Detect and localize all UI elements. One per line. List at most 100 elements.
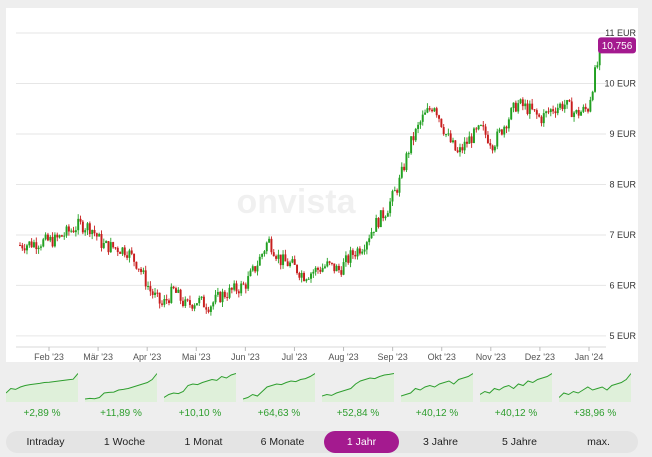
candle — [228, 284, 231, 300]
candle — [19, 242, 21, 247]
period-mini-chart[interactable]: +64,63 % — [243, 368, 315, 424]
candle — [552, 105, 555, 115]
candle — [547, 107, 550, 115]
tab-5-jahre[interactable]: 5 Jahre — [501, 436, 538, 448]
sparkline-area — [559, 373, 631, 402]
tab-3-jahre[interactable]: 3 Jahre — [422, 436, 459, 448]
candle — [384, 215, 387, 221]
candle — [370, 227, 373, 239]
candle — [337, 263, 340, 273]
sparkline — [401, 373, 473, 402]
candle — [186, 298, 189, 302]
candle — [472, 127, 475, 144]
period-mini-chart[interactable]: +2,89 % — [6, 368, 78, 424]
candle — [235, 280, 238, 295]
sparkline — [243, 373, 315, 402]
performance-label: +11,89 % — [100, 408, 142, 419]
period-mini-chart[interactable]: +52,84 % — [322, 368, 394, 424]
candle — [584, 103, 587, 112]
candle — [400, 162, 403, 179]
candle — [440, 118, 443, 128]
candle — [84, 228, 87, 236]
candle — [498, 127, 501, 134]
candle — [272, 249, 275, 257]
x-tick-label: Nov '23 — [476, 352, 506, 362]
candle — [128, 248, 131, 263]
candle — [428, 105, 431, 112]
performance-label: +52,84 % — [336, 408, 380, 419]
candle — [221, 288, 224, 308]
price-chart[interactable]: onvista 5 EUR 6 EUR 7 EUR 8 EUR 9 EUR 10 EUR 1… — [6, 8, 638, 362]
sparkline — [480, 373, 552, 402]
period-mini-chart[interactable]: +40,12 % — [401, 368, 473, 424]
time-range-tabs: Intraday 1 Woche 1 Monat 6 Monate 1 Jahr 3 Ja… — [6, 431, 638, 453]
candle — [500, 128, 503, 136]
candle — [147, 281, 150, 290]
candle — [475, 127, 478, 133]
candle — [51, 232, 54, 248]
candle — [212, 301, 215, 310]
candle — [438, 114, 441, 123]
candle — [524, 99, 527, 110]
y-tick-label: 10 EUR — [604, 79, 636, 89]
period-mini-chart[interactable]: +38,96 % — [559, 368, 631, 424]
sparkline-area — [480, 373, 552, 402]
candle — [188, 295, 191, 308]
candle — [479, 124, 482, 127]
watermark: onvista — [236, 183, 356, 221]
sparkline-area — [6, 373, 78, 402]
candle — [67, 224, 70, 236]
y-tick-label: 11 EUR — [605, 28, 636, 38]
candle — [340, 266, 343, 277]
tab-intraday[interactable]: Intraday — [26, 436, 65, 448]
candle — [452, 137, 454, 144]
candle — [468, 131, 471, 144]
candle — [342, 258, 345, 276]
candle — [195, 303, 198, 306]
period-mini-chart[interactable]: +10,10 % — [164, 368, 236, 424]
x-tick-label: Mai '23 — [182, 352, 211, 362]
candle — [363, 244, 366, 255]
tab-1-monat[interactable]: 1 Monat — [184, 436, 223, 448]
candle — [577, 106, 580, 119]
x-tick-label: Jun '23 — [231, 352, 260, 362]
candle — [489, 138, 492, 149]
candle — [323, 264, 326, 270]
candle — [512, 102, 515, 113]
x-tick-label: Okt '23 — [428, 352, 456, 362]
candle — [563, 99, 566, 113]
tab-1-jahr[interactable]: 1 Jahr — [324, 431, 399, 453]
candle — [289, 260, 292, 268]
candle — [386, 210, 389, 217]
tab-max[interactable]: max. — [587, 436, 610, 448]
candle — [319, 266, 322, 274]
candle — [46, 232, 49, 242]
candle — [449, 130, 452, 143]
tab-6-monate[interactable]: 6 Monate — [260, 436, 305, 448]
tab-1-woche[interactable]: 1 Woche — [103, 436, 146, 448]
candle — [70, 228, 73, 233]
candle — [519, 98, 522, 105]
period-mini-chart[interactable]: +11,89 % — [85, 368, 157, 424]
candle — [321, 263, 324, 273]
x-tick-label: Jan '24 — [575, 352, 604, 362]
sparkline — [164, 373, 236, 402]
candle — [198, 295, 201, 306]
candle — [214, 290, 217, 305]
candle — [74, 226, 77, 237]
period-mini-chart[interactable]: +40,12 % — [480, 368, 552, 424]
candle — [39, 244, 42, 251]
candle — [258, 254, 261, 266]
performance-label: +38,96 % — [573, 408, 617, 419]
candle — [410, 136, 413, 155]
sparkline-line — [480, 373, 552, 395]
candle — [542, 109, 545, 127]
candle — [244, 282, 247, 294]
candle — [361, 248, 364, 255]
period-performance-strip: +2,89 % +11,89 % +10,10 % +64,63 % +52,84 % +… — [6, 368, 638, 424]
candle — [286, 258, 289, 267]
candle — [193, 303, 196, 312]
candle — [270, 236, 273, 255]
candle — [305, 278, 308, 283]
candle — [589, 96, 592, 113]
